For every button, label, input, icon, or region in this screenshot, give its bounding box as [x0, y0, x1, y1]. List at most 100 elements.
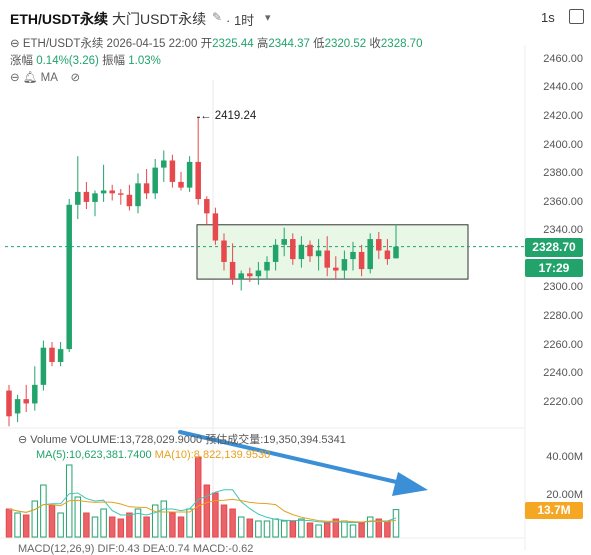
- volume-bar: [237, 516, 245, 538]
- volume-value: VOLUME:13,728,029.9000: [70, 434, 203, 446]
- volume-bar: [186, 508, 193, 538]
- volume-bar: [229, 508, 236, 538]
- volume-bar: [263, 520, 271, 538]
- price-axis-label: 2260.00: [543, 339, 583, 351]
- ohlc-open: 2325.44: [212, 38, 254, 50]
- candle-body: [255, 270, 262, 277]
- symbol-title[interactable]: ETH/USDT永续 大门USDT永续: [10, 9, 206, 29]
- candle-body: [367, 239, 373, 270]
- volume-bar: [134, 508, 142, 538]
- trend-arrow-head: [392, 472, 428, 496]
- estimated-volume: 预估成交量:19,350,394.5341: [205, 434, 346, 446]
- candle-body: [324, 250, 330, 268]
- price-axis-label: 2220.00: [543, 396, 583, 408]
- price-axis-label: 2240.00: [543, 367, 583, 379]
- candle-body: [272, 244, 279, 262]
- collapse-icon[interactable]: ⊖: [10, 38, 20, 50]
- candle-body: [350, 251, 356, 260]
- price-axis-label: 2300.00: [543, 281, 583, 293]
- eye-off-icon[interactable]: ⊘: [70, 72, 81, 84]
- volume-bar: [272, 518, 279, 538]
- volume-bar: [5, 508, 13, 538]
- candle-body: [333, 267, 339, 271]
- volume-bar: [306, 522, 314, 538]
- candle-body: [40, 347, 47, 385]
- price-axis-label: 2340.00: [543, 224, 583, 236]
- candle-body: [186, 161, 193, 188]
- volume-bar: [160, 500, 168, 538]
- volume-bar: [143, 516, 150, 538]
- volume-bar: [255, 520, 262, 538]
- volume-axis-mid: 20.00M: [546, 489, 583, 501]
- candle-body: [221, 240, 227, 262]
- volume-bar: [40, 484, 47, 538]
- candle-body: [384, 250, 391, 260]
- volume-bar: [280, 520, 288, 538]
- volume-bar: [117, 518, 125, 538]
- ohlc-symbol: ETH/USDT永续: [22, 38, 104, 50]
- candle-body: [264, 261, 270, 271]
- collapse-icon[interactable]: ⊖: [10, 72, 20, 84]
- timeframe-selector[interactable]: · 1时: [226, 13, 255, 28]
- volume-bar: [246, 518, 254, 538]
- candle-body: [281, 239, 287, 245]
- bell-icon[interactable]: 🔔︎: [22, 72, 38, 84]
- volume-bar: [108, 516, 116, 538]
- trend-arrow: [178, 430, 407, 486]
- candle-body: [57, 349, 64, 362]
- candle-body: [14, 399, 21, 414]
- candle-body: [66, 204, 72, 350]
- volume-bar: [289, 520, 297, 538]
- price-axis-label: 2460.00: [543, 53, 583, 65]
- volume-bar: [332, 518, 340, 538]
- candle-body: [6, 390, 12, 417]
- candle-body: [376, 239, 382, 251]
- candle-body: [92, 193, 98, 202]
- candle-body: [126, 194, 133, 207]
- symbol-name[interactable]: ETH/USDT永续: [10, 11, 108, 27]
- collapse-icon[interactable]: ⊖: [18, 434, 28, 446]
- candle-body: [83, 191, 90, 202]
- candle-body: [169, 160, 176, 182]
- volume-bar: [220, 504, 228, 538]
- candle-body: [247, 273, 253, 277]
- price-axis-label: 2440.00: [543, 81, 583, 93]
- fullscreen-icon[interactable]: [569, 9, 584, 24]
- volume-bar: [323, 522, 331, 538]
- volume-current-tag: 13.7M: [525, 502, 583, 519]
- top-bar: ETH/USDT永续 大门USDT永续 ✎ · 1时 ▾ 1s: [0, 0, 591, 34]
- volume-bar: [392, 509, 400, 538]
- symbol-subtitle: 大门USDT永续: [112, 11, 207, 27]
- volume-bar: [358, 522, 365, 538]
- ohlc-datetime: 2026-04-15 22:00: [106, 38, 198, 50]
- candle-body: [118, 193, 124, 195]
- candle-body: [109, 190, 115, 194]
- candle-body: [290, 239, 296, 260]
- candle-body: [195, 161, 201, 200]
- volume-bar: [212, 492, 219, 538]
- edit-icon[interactable]: ✎: [212, 10, 223, 24]
- change-legend: 涨幅 0.14%(3.26) 振幅 1.03%: [10, 55, 161, 67]
- ma-label[interactable]: MA: [40, 72, 58, 84]
- chevron-down-icon[interactable]: ▾: [265, 12, 271, 24]
- amplitude-value: 1.03%: [128, 55, 161, 67]
- candle-body: [152, 167, 158, 194]
- volume-ma10: MA(10):8,822,139.9530: [154, 449, 271, 461]
- volume-ma5: MA(5):10,623,381.7400: [36, 449, 152, 461]
- candle-body: [298, 244, 305, 260]
- change-value: 0.14%(3.26): [36, 55, 99, 67]
- interval-button[interactable]: 1s: [541, 10, 555, 25]
- candle-body: [212, 213, 219, 241]
- ohlc-legend: ⊖ ETH/USDT永续 2026-04-15 22:00 开2325.44 高…: [10, 38, 423, 50]
- volume-bar: [169, 512, 176, 538]
- volume-ma10-line: [8, 498, 397, 523]
- volume-bar: [74, 496, 82, 538]
- price-axis-label: 2400.00: [543, 139, 583, 151]
- candle-body: [341, 259, 348, 271]
- candle-body: [315, 250, 322, 257]
- ohlc-high: 2344.37: [268, 38, 310, 50]
- volume-bar: [14, 512, 21, 538]
- candle-body: [238, 273, 244, 280]
- volume-title: Volume: [30, 434, 67, 446]
